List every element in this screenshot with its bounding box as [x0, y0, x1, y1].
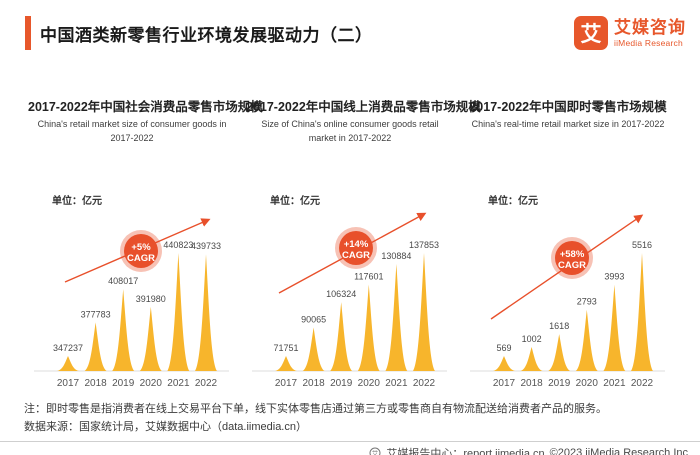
logo-name-cn: 艾媒咨询 — [614, 18, 686, 37]
chart-title: 2017-2022年中国社会消费品零售市场规模 — [28, 100, 263, 114]
svg-text:2793: 2793 — [577, 297, 597, 307]
svg-text:2022: 2022 — [413, 378, 436, 389]
chart-panel-realtime-retail: 2017-2022年中国即时零售市场规模 China's real-time r… — [464, 98, 672, 394]
svg-text:+58%: +58% — [560, 249, 585, 260]
svg-text:2020: 2020 — [358, 378, 381, 389]
svg-text:2019: 2019 — [548, 378, 571, 389]
charts-row: 2017-2022年中国社会消费品零售市场规模 China's retail m… — [0, 98, 700, 394]
svg-text:CAGR: CAGR — [342, 250, 370, 261]
svg-text:2022: 2022 — [631, 378, 654, 389]
svg-text:2021: 2021 — [385, 378, 408, 389]
svg-text:3993: 3993 — [604, 272, 624, 282]
chart-subtitle: China's retail market size of consumer g… — [37, 119, 227, 143]
chart-panel-online-retail: 2017-2022年中国线上消费品零售市场规模 Size of China's … — [246, 98, 481, 394]
svg-text:5516: 5516 — [632, 240, 652, 250]
footer-copyright: ©2023 iiMedia Research Inc — [549, 447, 688, 455]
svg-text:2022: 2022 — [195, 378, 218, 389]
logo-name-en: iiMedia Research — [614, 38, 683, 49]
svg-text:2018: 2018 — [84, 378, 107, 389]
svg-text:2017: 2017 — [275, 378, 298, 389]
svg-text:2018: 2018 — [302, 378, 325, 389]
chart-subtitle: China's real-time retail market size in … — [471, 119, 665, 129]
source-line: 数据来源：国家统计局，艾媒数据中心（data.iimedia.cn） — [24, 420, 307, 433]
svg-text:1002: 1002 — [522, 334, 542, 344]
chart-title: 2017-2022年中国即时零售市场规模 — [469, 100, 667, 114]
svg-text:1618: 1618 — [549, 321, 569, 331]
svg-text:569: 569 — [496, 343, 511, 353]
svg-text:130884: 130884 — [381, 251, 411, 261]
svg-text:90065: 90065 — [301, 314, 326, 324]
svg-text:2019: 2019 — [330, 378, 353, 389]
svg-text:2020: 2020 — [576, 378, 599, 389]
accent-bar — [25, 16, 31, 50]
unit-label: 单位：亿元 — [270, 196, 320, 207]
notes: 注：即时零售是指消费者在线上交易平台下单，线下实体零售店通过第三方或零售商自有物… — [0, 394, 700, 436]
footer: 艾 艾媒报告中心：report.iimedia.cn ©2023 iiMedia… — [0, 441, 700, 455]
svg-text:71751: 71751 — [273, 343, 298, 353]
svg-text:2018: 2018 — [520, 378, 543, 389]
note-line: 注：即时零售是指消费者在线上交易平台下单，线下实体零售店通过第三方或零售商自有物… — [24, 403, 607, 415]
svg-text:+5%: +5% — [131, 242, 151, 253]
unit-label: 单位：亿元 — [488, 196, 538, 207]
svg-text:2021: 2021 — [167, 378, 190, 389]
chart-subtitle: Size of China's online consumer goods re… — [261, 119, 439, 143]
svg-text:106324: 106324 — [326, 289, 356, 299]
svg-text:2017: 2017 — [493, 378, 516, 389]
svg-text:137853: 137853 — [409, 240, 439, 250]
chart-canvas-retail-total: 347237 2017 377783 2018 408017 2019 391980 2020… — [34, 218, 229, 389]
chart-title: 2017-2022年中国线上消费品零售市场规模 — [246, 100, 481, 114]
footer-report-center: 艾媒报告中心：report.iimedia.cn — [386, 448, 545, 455]
report-center-icon: 艾 — [369, 447, 381, 455]
svg-text:391980: 391980 — [136, 294, 166, 304]
chart-canvas-realtime-retail: 569 2017 1002 2018 1618 2019 2793 2020 3993 2021 5… — [470, 214, 665, 389]
unit-label: 单位：亿元 — [52, 196, 102, 207]
iimedia-logo-icon: 艾 — [574, 16, 608, 50]
svg-text:377783: 377783 — [81, 309, 111, 319]
svg-text:CAGR: CAGR — [558, 260, 586, 271]
svg-text:2020: 2020 — [140, 378, 163, 389]
svg-text:440823: 440823 — [163, 240, 193, 250]
svg-text:347237: 347237 — [53, 343, 83, 353]
svg-text:439733: 439733 — [191, 241, 221, 251]
chart-panel-retail-total: 2017-2022年中国社会消费品零售市场规模 China's retail m… — [28, 98, 263, 394]
svg-text:408017: 408017 — [108, 276, 138, 286]
header: 中国酒类新零售行业环境发展驱动力（二） 艾 艾媒咨询 iiMedia Resea… — [0, 0, 700, 58]
svg-text:+14%: +14% — [344, 239, 369, 250]
svg-text:2019: 2019 — [112, 378, 135, 389]
svg-text:2017: 2017 — [57, 378, 80, 389]
page-title: 中国酒类新零售行业环境发展驱动力（二） — [40, 25, 373, 45]
iimedia-logo: 艾 艾媒咨询 iiMedia Research — [574, 16, 686, 50]
svg-text:117601: 117601 — [354, 272, 383, 282]
chart-canvas-online-retail: 71751 2017 90065 2018 106324 2019 117601 2020 13… — [252, 212, 447, 389]
svg-text:CAGR: CAGR — [127, 253, 155, 264]
svg-text:艾: 艾 — [372, 450, 379, 455]
svg-text:2021: 2021 — [603, 378, 626, 389]
